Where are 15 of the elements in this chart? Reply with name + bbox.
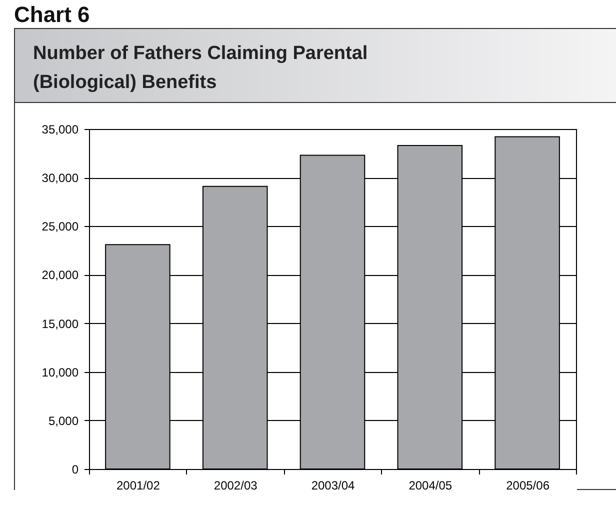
y-tick-label: 0 [72,462,79,476]
y-tick-label: 10,000 [42,365,79,380]
caption: Chart 6 [14,2,91,28]
y-tick-label: 5,000 [48,414,79,428]
x-tick-label: 2003/04 [311,478,356,492]
x-tick-label: 2002/03 [214,478,258,492]
y-tick-label: 15,000 [42,316,79,331]
x-tick-label: 2001/02 [116,478,160,492]
y-tick-label: 25,000 [42,220,79,234]
y-tick-label: 35,000 [42,122,79,136]
y-tick-label: 20,000 [42,268,79,282]
y-tick-label: 30,000 [42,171,79,186]
x-tick-label: 2004/05 [408,478,452,492]
chart-title: Number of Fathers Claiming Parental (Biological) Benefits [33,42,369,96]
x-tick-label: 2005/06 [506,478,550,492]
